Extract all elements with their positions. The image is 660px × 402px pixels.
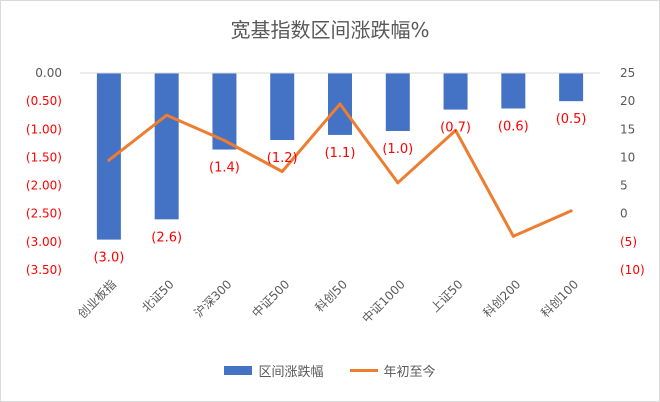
bar-data-label: (0.6) [498,119,529,134]
bar [385,73,410,131]
bar-data-label: (3.0) [93,251,124,266]
line-point [165,113,169,117]
left-axis-tick-label: (2.50) [26,207,62,221]
line-point [396,181,400,185]
left-axis-tick-label: (1.50) [26,150,62,164]
right-axis-tick-label: 20 [620,94,635,108]
category-label: 中证1000 [359,277,408,326]
bar [96,73,121,240]
line-point [222,139,226,143]
left-axis-tick-label: (2.00) [26,179,62,193]
legend-swatch-line [349,369,378,372]
bar-data-label: (1.1) [325,146,356,161]
chart-legend: 区间涨跌幅 年初至今 [0,361,660,380]
category-label: 创业板指 [74,277,119,322]
right-axis-tick-label: 10 [620,150,635,164]
bar [501,73,526,109]
legend-label-line: 年初至今 [383,365,436,380]
left-axis-tick-label: (1.00) [26,122,62,136]
legend-item-bar: 区间涨跌幅 [224,361,324,380]
bar-data-label: (1.4) [209,161,240,176]
category-label: 沪深300 [191,277,234,320]
category-label: 北证50 [139,277,177,315]
right-axis-tick-label: 5 [620,179,628,193]
left-axis-tick-label: (3.50) [26,263,62,277]
bar-data-label: (2.6) [151,230,182,245]
right-axis-tick-label: 25 [620,66,635,80]
left-axis-tick-label: (3.00) [26,235,62,249]
bar-data-label: (0.5) [556,112,587,127]
bar-data-label: (0.7) [440,121,471,136]
legend-item-line: 年初至今 [349,361,436,380]
category-label: 科创100 [538,277,581,320]
legend-swatch-bar [224,366,253,375]
line-point [511,234,515,238]
line-point [107,158,111,162]
line-point [454,128,458,132]
right-axis-tick-label: 15 [620,122,635,136]
bar-data-label: (1.0) [382,142,413,157]
category-label: 科创50 [312,277,350,315]
left-axis-tick-label: (0.50) [26,94,62,108]
category-label: 中证500 [249,277,293,321]
left-axis-tick-label: 0.00 [35,66,62,80]
line-point [280,170,284,173]
right-axis-tick-label: 0 [620,207,628,221]
bar [270,73,295,140]
chart-title: 宽基指数区间涨跌幅% [230,18,430,42]
legend-label-bar: 区间涨跌幅 [258,365,324,380]
right-axis-tick-label: (10) [620,263,645,277]
bar [154,73,179,220]
bar-data-label: (1.2) [267,151,298,166]
line-point [338,102,342,106]
bar [559,73,584,102]
right-axis-tick-label: (5) [620,235,637,249]
bar [443,73,468,110]
line-point [569,209,573,213]
category-label: 科创200 [480,277,523,320]
category-label: 上证50 [428,277,466,315]
